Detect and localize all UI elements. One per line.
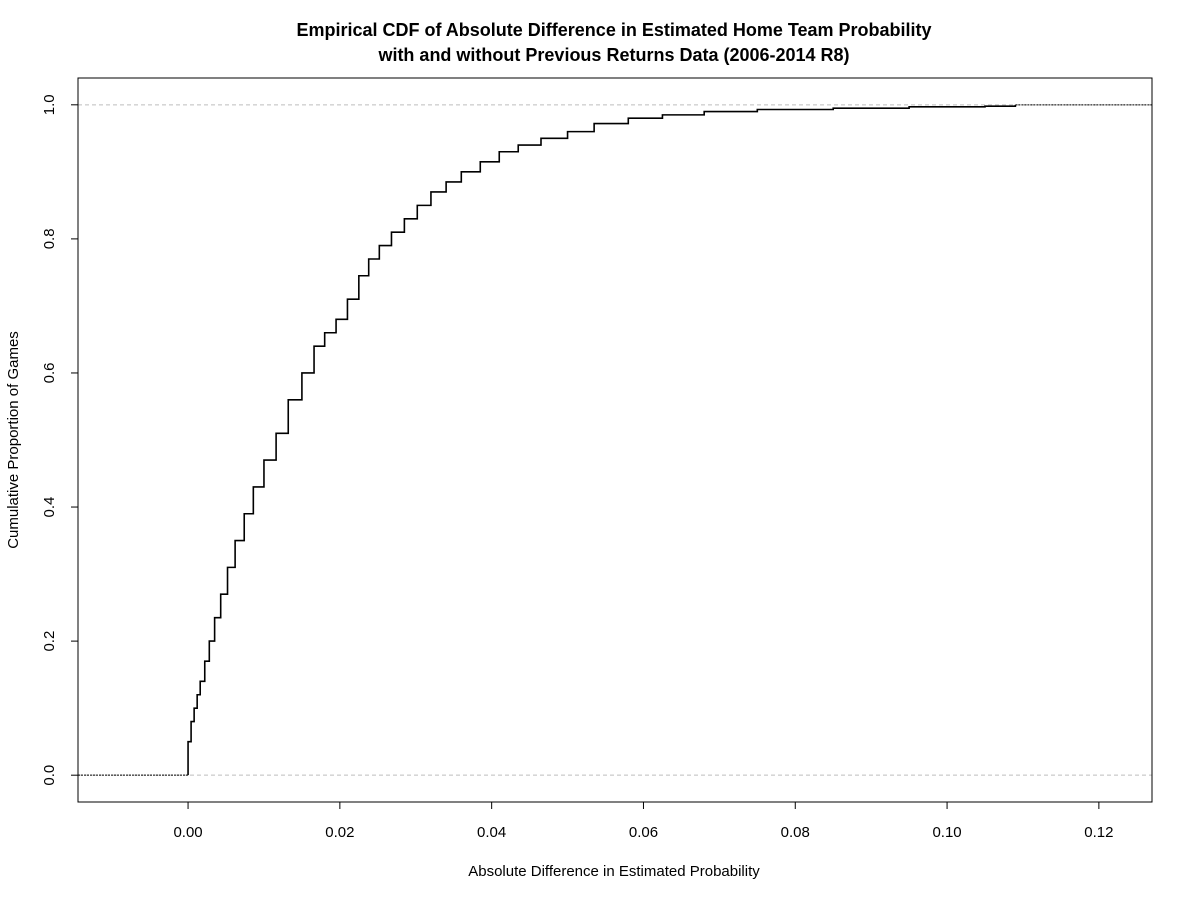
x-tick-label: 0.00 <box>173 824 202 841</box>
x-tick-label: 0.04 <box>477 824 506 841</box>
x-tick-label: 0.02 <box>325 824 354 841</box>
chart-subtitle: with and without Previous Returns Data (… <box>377 45 849 65</box>
y-tick-label: 1.0 <box>41 94 58 115</box>
plot-frame <box>77 77 1153 803</box>
x-tick-label: 0.10 <box>932 824 961 841</box>
ecdf-series-0 <box>187 104 1017 776</box>
y-tick-label: 0.6 <box>41 363 58 384</box>
x-tick-label: 0.08 <box>781 824 810 841</box>
x-axis-label: Absolute Difference in Estimated Probabi… <box>468 863 760 880</box>
data-series <box>78 104 1152 776</box>
y-tick-label: 0.0 <box>41 765 58 786</box>
x-tick-label: 0.06 <box>629 824 658 841</box>
x-tick-label: 0.12 <box>1084 824 1113 841</box>
x-axis: 0.00 0.02 0.04 0.06 0.08 0.10 0.12 <box>173 801 1113 841</box>
y-tick-label: 0.2 <box>41 631 58 652</box>
y-axis-label: Cumulative Proportion of Games <box>5 331 22 549</box>
y-axis: 0.0 0.2 0.4 0.6 0.8 1.0 <box>41 94 79 786</box>
chart-title: Empirical CDF of Absolute Difference in … <box>296 20 931 40</box>
reference-lines <box>78 104 1152 776</box>
y-tick-label: 0.4 <box>41 497 58 518</box>
y-tick-label: 0.8 <box>41 228 58 249</box>
